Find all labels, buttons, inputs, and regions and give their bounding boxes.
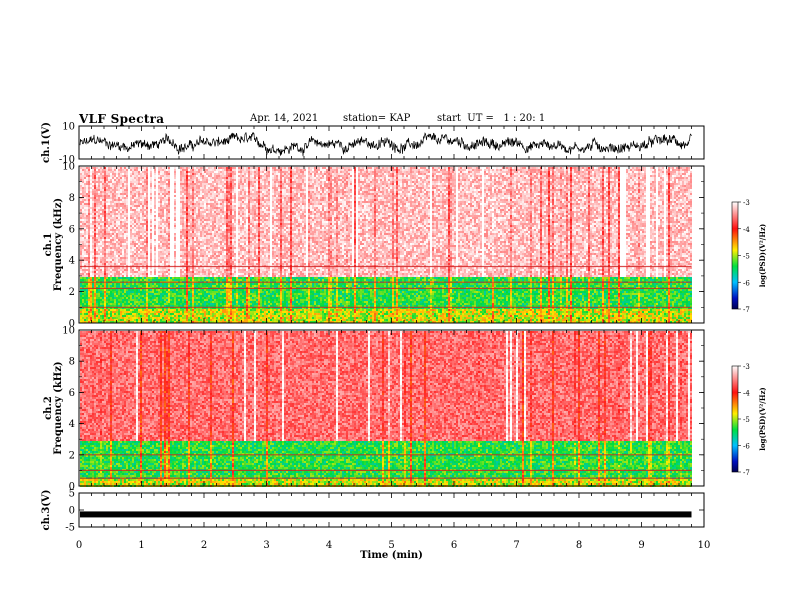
station-label: station= KAP (343, 113, 410, 124)
y-tick-label: 10 (62, 122, 75, 133)
ch1-waveform-line (79, 131, 692, 157)
y-axis-label: Frequency (kHz) (53, 198, 64, 291)
y-axis-label: ch.1(V) (41, 122, 52, 163)
colorbar-tick-label: -3 (743, 199, 750, 207)
y-tick-label: 8 (69, 193, 75, 204)
x-tick-label: 4 (326, 540, 332, 551)
x-tick-label: 7 (513, 540, 519, 551)
spectrogram-ch2-spectrogram (80, 331, 692, 487)
colorbar-tick-label: -7 (743, 306, 750, 314)
x-tick-label: 5 (388, 540, 394, 551)
y-tick-label: 5 (69, 489, 75, 500)
colorbar-tick-label: -7 (743, 469, 750, 477)
y-axis-label: ch.2 (43, 396, 54, 420)
spectrogram-ch1-spectrogram (80, 167, 692, 323)
x-tick-label: 2 (201, 540, 207, 551)
y-tick-label: -5 (65, 523, 75, 534)
y-axis-label: ch.1 (43, 233, 54, 257)
start-time-label: start UT = 1 : 20: 1 (437, 113, 545, 124)
y-tick-label: 2 (69, 450, 75, 461)
x-axis-label: Time (min) (360, 550, 423, 561)
colorbar-tick-label: -5 (743, 253, 750, 261)
colorbar (731, 365, 739, 473)
date-label: Apr. 14, 2021 (250, 113, 318, 124)
colorbar-tick-label: -4 (743, 226, 750, 234)
y-axis-label: Frequency (kHz) (53, 361, 64, 454)
y-tick-label: 6 (69, 224, 75, 235)
colorbar-tick-label: -6 (743, 279, 750, 287)
colorbar-label: log(PSD)(V²/Hz) (758, 224, 767, 288)
y-tick-label: 10 (62, 326, 75, 337)
x-tick-label: 6 (451, 540, 457, 551)
y-tick-label: 0 (69, 506, 75, 517)
y-tick-label: 4 (69, 419, 75, 430)
x-tick-label: 8 (576, 540, 582, 551)
x-tick-label: 3 (263, 540, 269, 551)
y-tick-label: 0 (69, 319, 75, 330)
x-tick-label: 10 (698, 540, 711, 551)
colorbar-tick-label: -4 (743, 390, 750, 398)
colorbar-label: log(PSD)(V²/Hz) (758, 387, 767, 451)
colorbar-tick-label: -6 (743, 443, 750, 451)
figure-title: VLF Spectra (79, 112, 164, 126)
colorbar (731, 201, 739, 310)
y-tick-label: 0 (69, 482, 75, 493)
y-tick-label: 6 (69, 388, 75, 399)
y-axis-label: ch.3(V) (41, 489, 52, 530)
y-tick-label: -10 (59, 155, 75, 166)
ch3-waveform-line (80, 511, 692, 518)
x-tick-label: 9 (638, 540, 644, 551)
y-tick-label: 4 (69, 256, 75, 267)
x-tick-label: 0 (76, 540, 82, 551)
colorbar-tick-label: -5 (743, 416, 750, 424)
y-tick-label: 8 (69, 357, 75, 368)
colorbar-tick-label: -3 (743, 363, 750, 371)
y-tick-label: 10 (62, 162, 75, 173)
y-tick-label: 2 (69, 287, 75, 298)
x-tick-label: 1 (138, 540, 144, 551)
panel-frame-ch3-waveform (78, 492, 705, 528)
